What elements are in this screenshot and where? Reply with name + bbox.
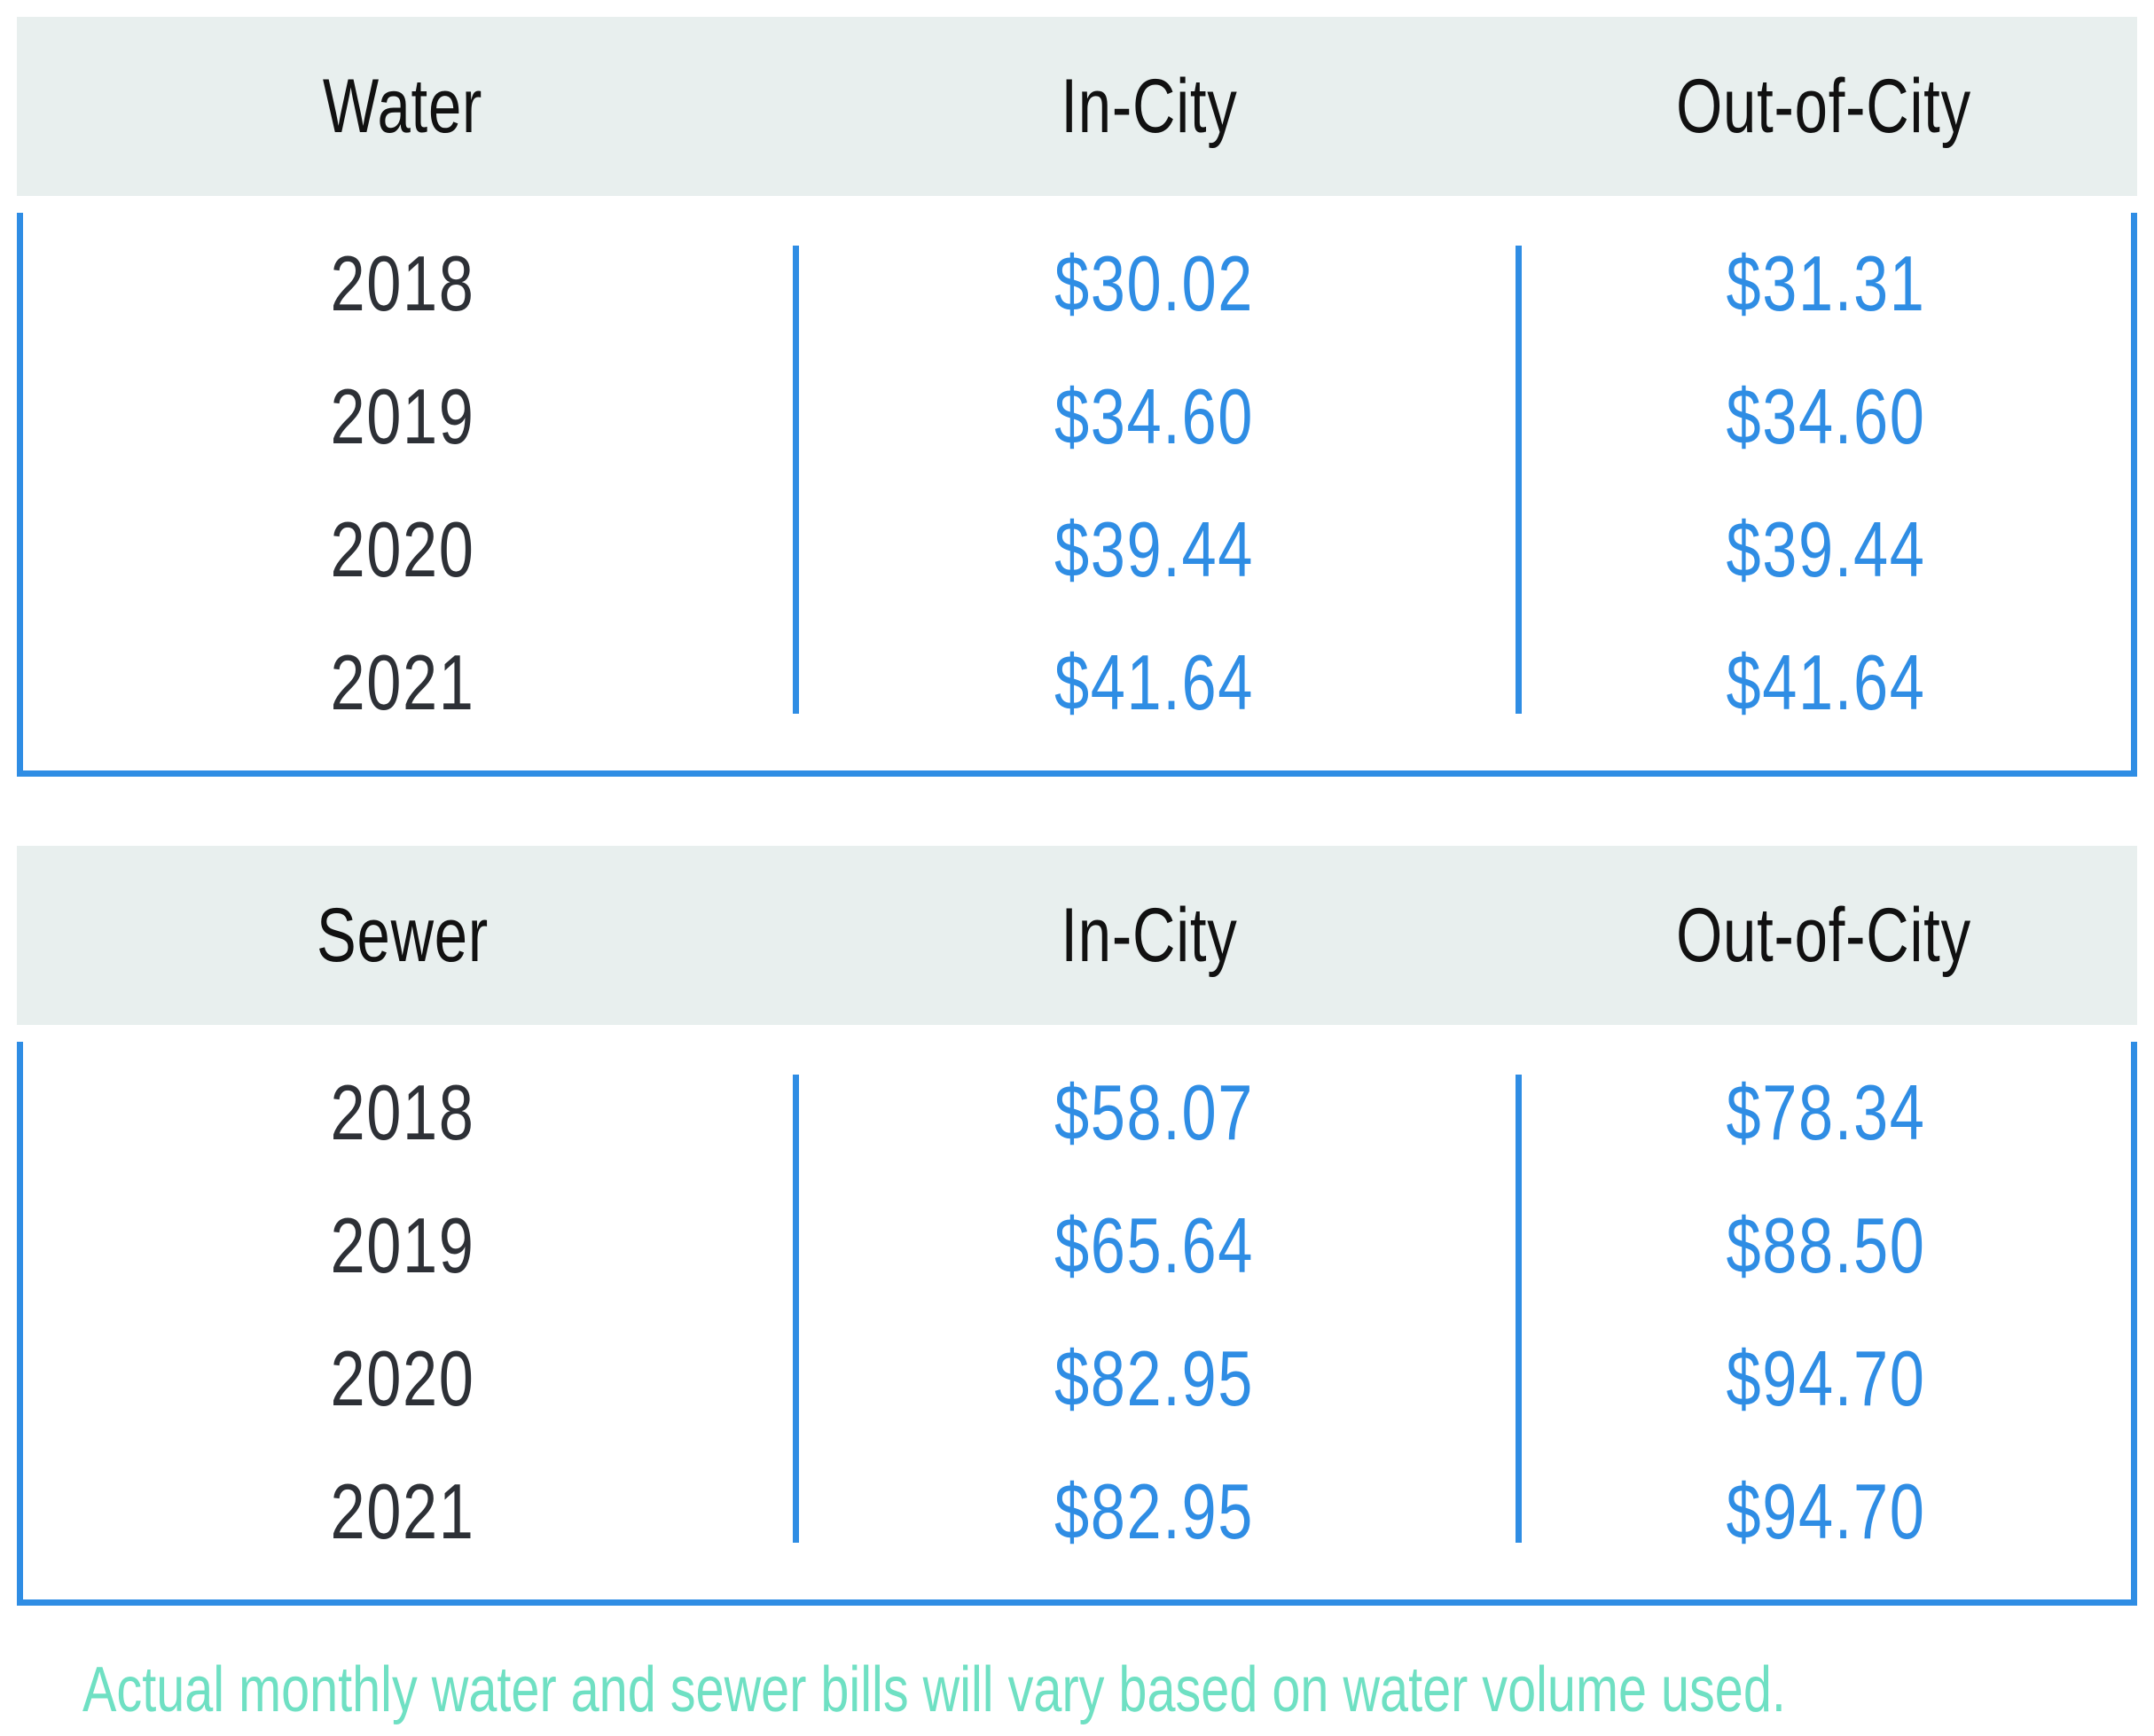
in-city-value: $65.64 — [1054, 1201, 1254, 1289]
in-city-value: $39.44 — [1054, 505, 1254, 593]
year-cell: 2021 — [330, 1467, 475, 1555]
table-row: 2019 $34.60 $34.60 — [23, 350, 2131, 483]
footnote: Actual monthly water and sewer bills wil… — [17, 1654, 2137, 1725]
out-of-city-value: $31.31 — [1726, 239, 1926, 327]
table-row: 2021 $82.95 $94.70 — [23, 1445, 2131, 1578]
table-row: 2021 $41.64 $41.64 — [23, 616, 2131, 749]
out-of-city-value: $39.44 — [1726, 505, 1926, 593]
in-city-value: $82.95 — [1054, 1334, 1254, 1422]
out-of-city-value: $94.70 — [1726, 1467, 1926, 1555]
out-of-city-value: $78.34 — [1726, 1068, 1926, 1156]
water-header-out-of-city: Out-of-City — [1676, 64, 1971, 149]
year-cell: 2018 — [330, 239, 475, 327]
year-cell: 2018 — [330, 1068, 475, 1156]
year-cell: 2019 — [330, 1201, 475, 1289]
sewer-header-out-of-city: Out-of-City — [1676, 893, 1971, 978]
year-cell: 2020 — [330, 505, 475, 593]
sewer-table-header: Sewer In-City Out-of-City — [17, 846, 2137, 1025]
table-row: 2019 $65.64 $88.50 — [23, 1179, 2131, 1312]
water-rates-table: Water In-City Out-of-City 2018 $30.02 $3… — [17, 17, 2137, 777]
column-divider — [1516, 1075, 1522, 1543]
out-of-city-value: $34.60 — [1726, 372, 1926, 460]
sewer-header-label: Sewer — [316, 893, 490, 978]
column-divider — [793, 246, 799, 714]
column-divider — [793, 1075, 799, 1543]
water-header-in-city: In-City — [1061, 64, 1238, 149]
table-row: 2020 $82.95 $94.70 — [23, 1312, 2131, 1445]
year-cell: 2021 — [330, 638, 475, 726]
in-city-value: $34.60 — [1054, 372, 1254, 460]
year-cell: 2020 — [330, 1334, 475, 1422]
footnote-text: Actual monthly water and sewer bills wil… — [82, 1654, 1786, 1725]
out-of-city-value: $41.64 — [1726, 638, 1926, 726]
column-divider — [1516, 246, 1522, 714]
water-table-header: Water In-City Out-of-City — [17, 17, 2137, 196]
out-of-city-value: $88.50 — [1726, 1201, 1926, 1289]
in-city-value: $30.02 — [1054, 239, 1254, 327]
water-header-label: Water — [322, 64, 483, 149]
water-table-body: 2018 $30.02 $31.31 2019 $34.60 $34.60 20… — [17, 213, 2137, 777]
table-row: 2018 $58.07 $78.34 — [23, 1046, 2131, 1179]
in-city-value: $58.07 — [1054, 1068, 1254, 1156]
year-cell: 2019 — [330, 372, 475, 460]
out-of-city-value: $94.70 — [1726, 1334, 1926, 1422]
in-city-value: $82.95 — [1054, 1467, 1254, 1555]
in-city-value: $41.64 — [1054, 638, 1254, 726]
table-row: 2020 $39.44 $39.44 — [23, 483, 2131, 616]
sewer-table-body: 2018 $58.07 $78.34 2019 $65.64 $88.50 20… — [17, 1042, 2137, 1606]
table-row: 2018 $30.02 $31.31 — [23, 217, 2131, 350]
sewer-rates-table: Sewer In-City Out-of-City 2018 $58.07 $7… — [17, 846, 2137, 1606]
sewer-header-in-city: In-City — [1061, 893, 1238, 978]
